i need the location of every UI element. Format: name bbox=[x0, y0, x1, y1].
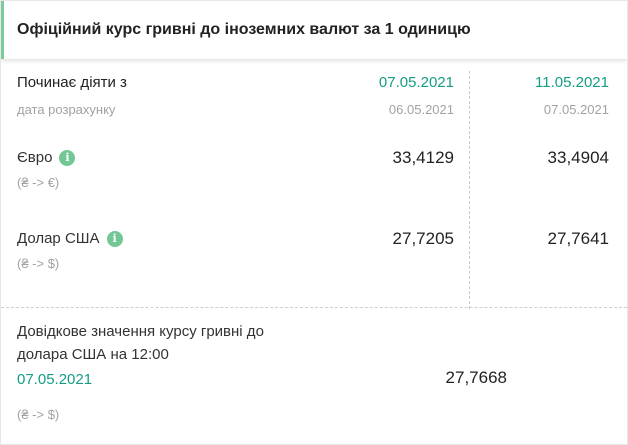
table-header-row: Починає діяти з дата розрахунку 07.05.20… bbox=[17, 59, 609, 118]
usd-rate-col2: 27,7641 bbox=[547, 229, 609, 248]
table-row-euro: Євро i (₴ -> €) 33,4129 33,4904 bbox=[17, 147, 609, 192]
reference-currency-pair: (₴ -> $) bbox=[17, 407, 60, 422]
table-row-usd: Долар США i (₴ -> $) 27,7205 27,7641 bbox=[17, 228, 609, 273]
info-icon[interactable]: i bbox=[106, 231, 123, 247]
reference-rate-section: Довідкове значення курсу гривні до долар… bbox=[1, 308, 627, 423]
info-icon[interactable]: i bbox=[59, 150, 76, 166]
column-divider bbox=[469, 71, 470, 309]
section-divider bbox=[1, 307, 627, 308]
reference-label-line2: долара США на 12:00 bbox=[17, 346, 169, 363]
col1-effective-date: 07.05.2021 bbox=[378, 74, 454, 91]
page-title: Офіційний курс гривні до іноземних валют… bbox=[17, 21, 471, 38]
col2-effective-date: 11.05.2021 bbox=[535, 74, 609, 91]
reference-date: 07.05.2021 bbox=[17, 371, 93, 388]
currency-pair-usd: (₴ -> $) bbox=[17, 256, 60, 271]
rates-table: Починає діяти з дата розрахунку 07.05.20… bbox=[1, 59, 627, 309]
effective-from-label: Починає діяти з bbox=[17, 74, 127, 91]
reference-label-line1: Довідкове значення курсу гривні до bbox=[17, 323, 264, 340]
widget-header: Офіційний курс гривні до іноземних валют… bbox=[1, 1, 627, 59]
euro-rate-col1: 33,4129 bbox=[392, 148, 454, 167]
euro-rate-col2: 33,4904 bbox=[547, 148, 609, 167]
col1-calc-date: 06.05.2021 bbox=[388, 102, 454, 117]
col2-calc-date: 07.05.2021 bbox=[543, 102, 609, 117]
reference-rate-value: 27,7668 bbox=[445, 368, 507, 387]
usd-rate-col1: 27,7205 bbox=[392, 229, 454, 248]
currency-name-euro: Євро bbox=[17, 149, 53, 166]
currency-pair-euro: (₴ -> €) bbox=[17, 175, 60, 190]
calc-date-label: дата розрахунку bbox=[17, 102, 116, 117]
currency-name-usd: Долар США bbox=[17, 230, 100, 247]
